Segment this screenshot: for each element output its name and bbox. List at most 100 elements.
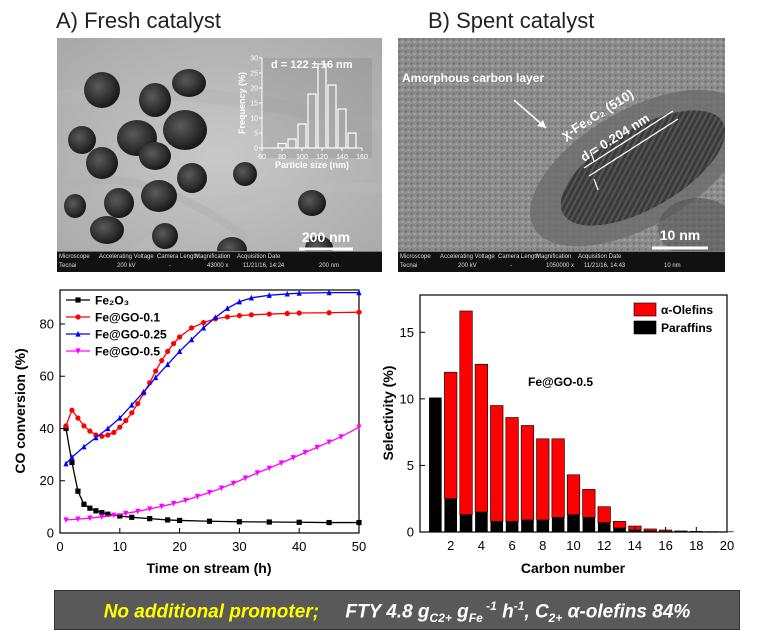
series-triangle <box>63 289 362 467</box>
inset-y-axis-label: Frequency (%) <box>237 72 247 134</box>
inset-y-tick-label: 25 <box>250 71 258 78</box>
data-point <box>81 423 87 429</box>
info-header: Magnification <box>536 254 572 260</box>
paraffin-bar <box>536 520 550 532</box>
inset-x-tick-label: 140 <box>336 154 348 161</box>
data-point <box>63 517 69 524</box>
y-tick-label: 80 <box>40 316 54 331</box>
data-point <box>135 508 141 515</box>
olefin-bar <box>643 528 657 532</box>
co-conversion-plot-frame <box>59 289 360 534</box>
data-point <box>290 455 296 461</box>
inset-x-tick-label: 80 <box>278 154 286 161</box>
data-point <box>242 475 248 482</box>
data-point <box>177 517 183 524</box>
data-point <box>123 510 129 517</box>
data-point <box>200 324 207 331</box>
info-header: Microscope <box>400 254 431 260</box>
x-tick-label: 0 <box>56 539 63 554</box>
fty-text: FTY 4.8 g <box>345 601 430 623</box>
data-point <box>326 289 332 296</box>
data-point <box>188 336 195 343</box>
data-point <box>296 290 302 296</box>
data-point <box>171 340 177 347</box>
histogram-bar <box>347 132 357 149</box>
data-point <box>87 515 93 522</box>
olefin-bar <box>444 371 458 500</box>
info-value: Tecnai <box>59 263 77 269</box>
x-tick-label: 8 <box>539 538 546 553</box>
legend-label: Paraffins <box>661 321 713 335</box>
data-point <box>69 454 75 460</box>
selectivity-annotation: Fe@GO-0.5 <box>528 375 593 389</box>
y-tick-label: 10 <box>400 391 414 406</box>
data-point <box>165 517 171 523</box>
series-triangle-down <box>63 424 362 524</box>
selectivity-chart: 2 4 6 8 10 12 14 16 18 20 0 5 10 15 α-Olefins Paraffin… <box>380 294 734 576</box>
paraffin-bar <box>429 397 442 532</box>
data-point <box>159 357 165 364</box>
data-point <box>75 348 81 355</box>
x-tick-label: 20 <box>172 539 186 554</box>
data-point <box>75 516 81 523</box>
data-point <box>171 500 177 507</box>
data-point <box>248 294 254 301</box>
data-point <box>99 433 105 439</box>
data-point <box>224 305 231 311</box>
panel-b-title: B) Spent catalyst <box>428 8 595 33</box>
data-point <box>99 514 105 520</box>
olefin-text-1: , C <box>524 601 549 623</box>
data-point <box>117 513 123 519</box>
x-tick-label: 30 <box>232 539 246 554</box>
data-point <box>69 407 75 413</box>
data-point <box>338 434 344 440</box>
y-tick-label: 0 <box>407 525 414 540</box>
inset-x-tick-label: 160 <box>356 154 368 161</box>
data-point <box>230 480 237 487</box>
data-point <box>129 514 135 520</box>
data-point <box>236 313 242 319</box>
x-tick-label: 50 <box>352 539 366 554</box>
co-conversion-y-axis-label: CO conversion (%) <box>12 348 28 473</box>
info-value: 43000 x <box>207 263 229 269</box>
data-point <box>314 444 320 451</box>
fty-sub: C2+ <box>429 611 452 626</box>
data-point <box>248 312 254 318</box>
data-point <box>75 297 81 303</box>
data-point <box>93 508 99 514</box>
series-square <box>63 425 362 526</box>
info-value: - <box>169 263 171 269</box>
data-point <box>182 497 189 504</box>
info-value: - <box>510 263 512 269</box>
d-spacing-arrow-bottom <box>593 178 599 191</box>
data-point <box>87 505 93 511</box>
selectivity-x-axis-label: Carbon number <box>521 560 626 576</box>
info-value: 200 nm <box>319 263 340 269</box>
amorphous-carbon-label: Amorphous carbon layer <box>402 71 544 85</box>
legend-label: α-Olefins <box>661 303 713 317</box>
olefin-bar <box>474 363 488 513</box>
data-point <box>206 489 213 496</box>
spent-catalyst-hrtem-image: Amorphous carbon layer χ-Fe₅C₂ (510) d =… <box>398 38 725 272</box>
fresh-catalyst-tem-image: 60 80 100 120 140 160 0 5 10 15 20 25 30 d = 122 ± … <box>57 38 382 272</box>
data-point <box>135 401 141 407</box>
lattice-fringe-lines <box>583 110 679 177</box>
particle-size-annotation: d = 122 ± 16 nm <box>271 59 353 71</box>
scale-bar-label: 200 nm <box>302 229 350 245</box>
olefin-bar <box>566 474 581 515</box>
inset-x-axis-label: Particle size (nm) <box>275 160 349 170</box>
histogram-bar <box>327 84 337 149</box>
data-point <box>63 460 69 467</box>
x-tick-label: 40 <box>292 539 306 554</box>
paraffin-bar <box>582 517 596 532</box>
data-point <box>224 314 231 320</box>
data-point <box>212 314 219 321</box>
microscope-info-bar: Microscope Accelerating Voltage Camera L… <box>398 251 725 272</box>
legend-label: Fe@GO-0.25 <box>95 328 167 342</box>
data-point <box>284 290 290 297</box>
data-point <box>326 519 332 526</box>
paraffin-bar <box>551 517 565 532</box>
y-tick-label: 5 <box>407 458 414 473</box>
info-value: 200 kV <box>458 263 477 269</box>
paraffin-bar <box>643 530 657 532</box>
